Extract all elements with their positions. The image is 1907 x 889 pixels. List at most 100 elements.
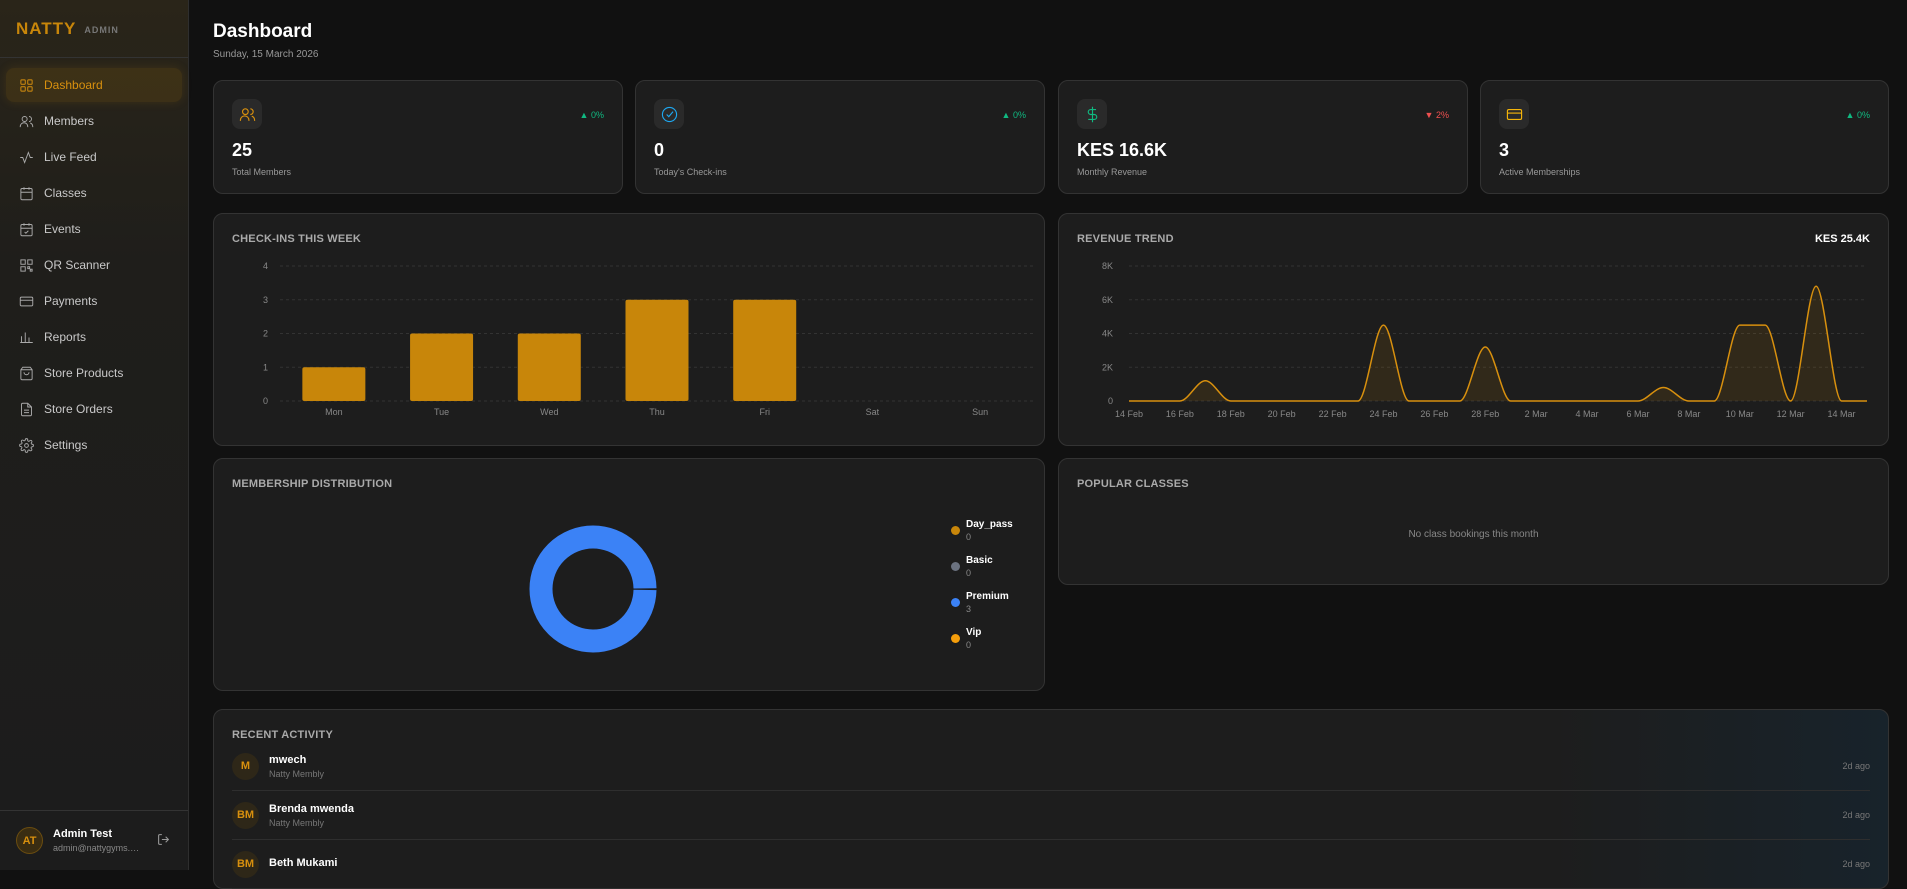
legend-dot: [951, 562, 960, 571]
legend-value: 0: [966, 568, 972, 578]
x-tick-label: 20 Feb: [1268, 409, 1296, 419]
legend-item: Vip 0: [951, 627, 1013, 650]
dollar-icon: [1077, 99, 1107, 129]
gear-icon: [19, 437, 34, 453]
file-icon: [21, 402, 32, 416]
sidebar-item-label: Payments: [44, 294, 98, 308]
credit-card-icon: [1499, 99, 1529, 129]
activity-icon: [20, 150, 33, 164]
sidebar-item-label: Dashboard: [44, 78, 103, 92]
x-tick-label: 28 Feb: [1471, 409, 1499, 419]
x-tick-label: 2 Mar: [1525, 409, 1548, 419]
legend-item: Basic 0: [951, 555, 1013, 578]
main: Dashboard Sunday, 15 March 2026: [213, 0, 1889, 60]
stat-card: ▲ 0% 0 Today's Check-ins: [635, 80, 1045, 194]
x-tick-label: Wed: [540, 407, 558, 417]
sidebar-item-qr-scanner[interactable]: QR Scanner: [6, 248, 182, 282]
x-tick-label: 4 Mar: [1576, 409, 1599, 419]
user-name: Admin Test: [53, 828, 113, 840]
sidebar-item-live-feed[interactable]: Live Feed: [6, 140, 182, 174]
y-tick-label: 2K: [1102, 362, 1113, 372]
legend-dot: [951, 634, 960, 643]
shopping-bag-icon: [20, 366, 33, 380]
trend-up-icon: ▲: [1845, 110, 1855, 120]
x-tick-label: 16 Feb: [1166, 409, 1194, 419]
activity-name: mwech: [269, 753, 307, 766]
sidebar: NATTY ADMIN Dashboard Members Live Feed Cla…: [0, 0, 189, 870]
legend-label: Vip: [966, 627, 982, 638]
sidebar-item-label: Settings: [44, 438, 88, 452]
stat-label: Monthly Revenue: [1077, 167, 1148, 177]
y-tick-label: 6K: [1102, 295, 1113, 305]
sidebar-item-label: Store Orders: [44, 402, 113, 416]
sidebar-item-label: Store Products: [44, 366, 124, 380]
revenue-total: KES 25.4K: [1814, 233, 1870, 245]
avatar: BM: [232, 850, 259, 878]
slice-premium: [529, 525, 657, 653]
legend-label: Day_pass: [966, 519, 1013, 530]
activity-item[interactable]: BM Brenda mwenda Natty Membly 2d ago: [232, 791, 1870, 840]
stat-label: Active Memberships: [1499, 167, 1581, 177]
trend-up-icon: ▲: [579, 110, 589, 120]
popular-classes-card: POPULAR CLASSES No class bookings this m…: [1058, 458, 1889, 585]
activity-time: 2d ago: [1842, 859, 1870, 869]
activity-name: Beth Mukami: [269, 856, 338, 869]
legend-value: 0: [966, 640, 972, 650]
x-tick-label: 6 Mar: [1626, 409, 1649, 419]
activity-time: 2d ago: [1842, 810, 1870, 820]
revenue-area: [1129, 286, 1867, 401]
sidebar-item-store-products[interactable]: Store Products: [6, 356, 182, 390]
x-tick-label: Tue: [434, 407, 449, 417]
membership-card: MEMBERSHIP DISTRIBUTION Day_pass 0 Basic 0 P…: [213, 458, 1045, 691]
user-profile: AT Admin Test admin@nattygyms.com: [0, 810, 188, 870]
users-icon: [232, 99, 262, 129]
qr-icon: [20, 258, 33, 272]
activity-item[interactable]: BM Beth Mukami 2d ago: [232, 840, 1870, 889]
calendar-icon: [20, 186, 33, 200]
sidebar-item-members[interactable]: Members: [6, 104, 182, 138]
sidebar-item-label: Live Feed: [44, 150, 97, 164]
sidebar-item-classes[interactable]: Classes: [6, 176, 182, 210]
sidebar-item-payments[interactable]: Payments: [6, 284, 182, 318]
legend-item: Day_pass 0: [951, 519, 1013, 542]
stat-change: ▲ 0%: [579, 110, 604, 120]
sidebar-item-store-orders[interactable]: Store Orders: [6, 392, 182, 426]
logo: NATTY: [16, 18, 77, 38]
sidebar-item-settings[interactable]: Settings: [6, 428, 182, 462]
membership-donut: [529, 525, 657, 653]
sidebar-nav: Dashboard Members Live Feed Classes Events QR…: [0, 58, 188, 462]
sidebar-item-label: Classes: [44, 186, 87, 200]
revenue-line: [1128, 285, 1868, 402]
logo-sub: ADMIN: [84, 25, 119, 35]
checkins-chart: 0 1 2 3 4 Mon Tue Wed Thu Fri Sat Sun: [263, 261, 1034, 417]
stat-value: 0: [654, 140, 665, 160]
avatar: BM: [232, 801, 259, 829]
stat-value: 25: [232, 140, 253, 160]
bar-tue: [410, 333, 474, 401]
page-date: Sunday, 15 March 2026: [213, 49, 319, 60]
checkins-title: CHECK-INS THIS WEEK: [232, 233, 362, 245]
logout-icon[interactable]: [157, 833, 170, 849]
stat-label: Total Members: [232, 167, 292, 177]
x-tick-label: 22 Feb: [1319, 409, 1347, 419]
x-tick-label: Fri: [759, 407, 770, 417]
legend-label: Premium: [966, 591, 1009, 602]
x-tick-label: 18 Feb: [1217, 409, 1245, 419]
legend-label: Basic: [966, 555, 993, 566]
sidebar-item-events[interactable]: Events: [6, 212, 182, 246]
activity-name: Brenda mwenda: [269, 802, 354, 815]
popular-title: POPULAR CLASSES: [1077, 478, 1189, 490]
stat-value: 3: [1499, 140, 1510, 160]
revenue-chart-card: REVENUE TREND KES 25.4K 0 2K 4K 6K 8K 14 Feb 1…: [1058, 213, 1889, 446]
checkins-chart-card: CHECK-INS THIS WEEK 0 1 2 3 4 Mon Tue Wed Thu Fri…: [213, 213, 1045, 446]
x-tick-label: Thu: [649, 407, 665, 417]
x-tick-label: 14 Feb: [1115, 409, 1143, 419]
sidebar-item-reports[interactable]: Reports: [6, 320, 182, 354]
activity-sub: Natty Membly: [269, 768, 325, 779]
trend-up-icon: ▲: [1001, 110, 1011, 120]
avatar[interactable]: AT: [16, 827, 43, 854]
sidebar-item-dashboard[interactable]: Dashboard: [6, 68, 182, 102]
check-circle-icon: [654, 99, 684, 129]
legend-value: 0: [966, 532, 972, 542]
